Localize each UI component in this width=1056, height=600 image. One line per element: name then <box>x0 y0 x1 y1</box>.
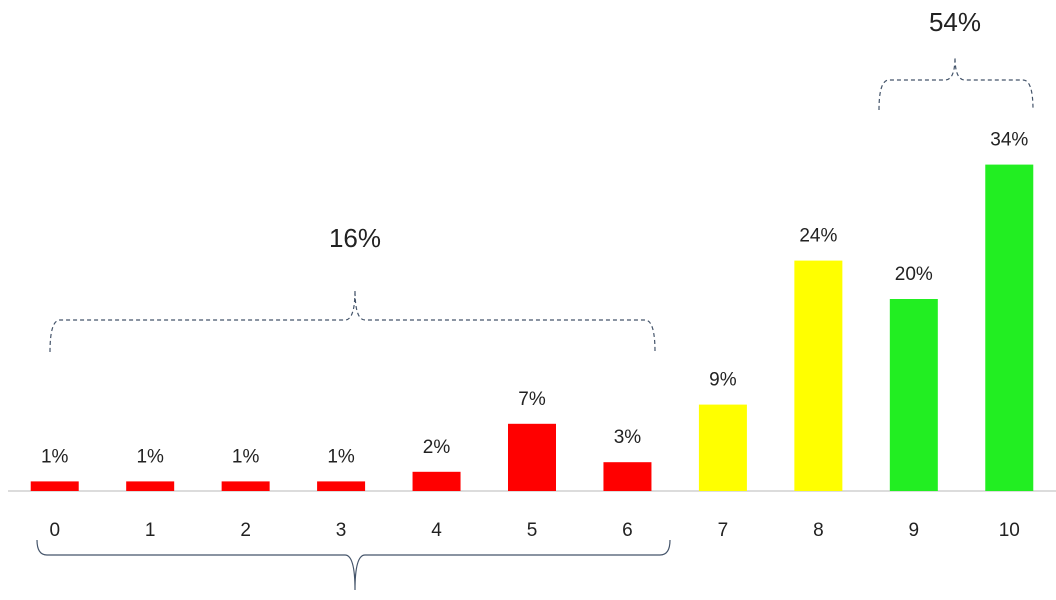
promoter-brace <box>878 56 1034 111</box>
x-tick-label: 8 <box>813 520 824 541</box>
bar <box>126 481 175 491</box>
value-label: 1% <box>327 446 355 467</box>
bar <box>889 299 938 491</box>
bar <box>30 481 79 491</box>
bar <box>603 462 652 491</box>
annotation: 16% <box>329 223 381 253</box>
x-tick-label: 6 <box>622 520 633 541</box>
bar <box>508 423 556 491</box>
value-label: 3% <box>614 427 642 448</box>
annotation: 54% <box>929 7 981 37</box>
x-tick-label: 10 <box>999 520 1020 541</box>
x-tick-label: 7 <box>718 520 729 541</box>
value-label: 34% <box>990 130 1028 151</box>
x-tick-label: 1 <box>145 520 156 541</box>
bar <box>985 164 1034 491</box>
bar <box>412 471 461 491</box>
detractor-brace <box>49 289 656 353</box>
value-label: 2% <box>423 437 451 458</box>
bar <box>221 481 270 491</box>
x-tick-label: 2 <box>240 520 251 541</box>
value-label: 24% <box>799 226 837 247</box>
value-label: 20% <box>895 264 933 285</box>
x-tick-label: 5 <box>527 520 538 541</box>
bar <box>698 404 747 491</box>
value-label: 1% <box>136 446 164 467</box>
bottom-brace <box>36 539 671 591</box>
value-label: 1% <box>232 446 260 467</box>
bar <box>794 260 843 491</box>
x-tick-label: 3 <box>336 520 347 541</box>
value-label: 9% <box>709 370 737 391</box>
x-tick-label: 9 <box>909 520 920 541</box>
x-tick-label: 0 <box>49 520 60 541</box>
x-tick-label: 4 <box>431 520 442 541</box>
value-label: 1% <box>41 446 69 467</box>
value-label: 7% <box>518 389 546 410</box>
bar <box>317 481 366 491</box>
